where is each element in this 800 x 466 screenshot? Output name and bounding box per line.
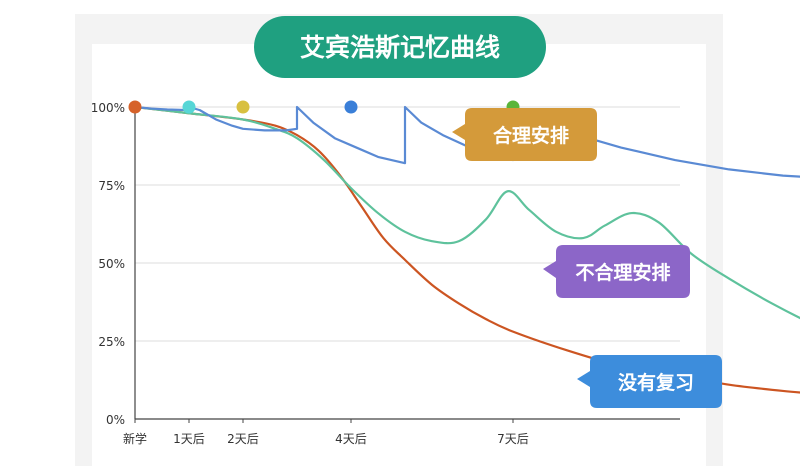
x-tick-label-3: 4天后: [335, 432, 367, 446]
x-tick-labels: 新学1天后2天后4天后7天后15天后: [123, 431, 529, 446]
x-tick-label-0: 新学: [123, 431, 147, 446]
callout-reasonable: 合理安排: [452, 108, 597, 161]
chart-title: 艾宾浩斯记忆曲线: [300, 33, 500, 62]
callout-reasonable-bubble: [452, 108, 597, 161]
callout-unreasonable: 不合理安排: [543, 245, 690, 298]
callout-none-bubble: [577, 355, 722, 408]
x-tick-label-4: 7天后: [497, 432, 529, 446]
review-point-1: [182, 100, 196, 114]
review-point-0: [128, 100, 142, 114]
review-point-3: [344, 100, 358, 114]
series-line-unreasonable: [133, 105, 800, 320]
x-tick-label-2: 2天后: [227, 432, 259, 446]
y-tick-labels: 0% 25% 50% 75% 100%: [91, 101, 125, 427]
y-tick-label-25: 25%: [98, 335, 125, 349]
title-pill: [254, 16, 546, 78]
x-tick-label-1: 1天后: [173, 432, 205, 446]
y-tick-label-0: 0%: [106, 413, 125, 427]
callout-unreasonable-label: 不合理安排: [575, 261, 670, 284]
y-tick-label-100: 100%: [91, 101, 125, 115]
callout-unreasonable-bubble: [543, 245, 690, 298]
callout-reasonable-label: 合理安排: [493, 124, 569, 147]
review-point-2: [236, 100, 250, 114]
y-tick-label-75: 75%: [98, 179, 125, 193]
callout-none-label: 没有复习: [618, 371, 694, 394]
series-line-reasonable: [133, 105, 800, 178]
title-banner: 艾宾浩斯记忆曲线: [254, 16, 546, 78]
callout-none: 没有复习: [577, 355, 722, 408]
y-tick-label-50: 50%: [98, 257, 125, 271]
axes: [134, 103, 680, 423]
